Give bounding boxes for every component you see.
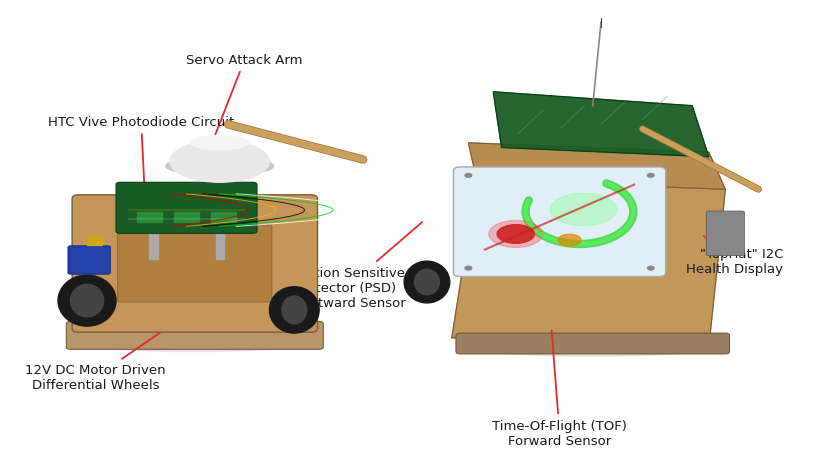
Bar — [174, 213, 199, 222]
FancyBboxPatch shape — [455, 333, 729, 354]
Ellipse shape — [468, 338, 716, 357]
Ellipse shape — [465, 174, 471, 178]
Ellipse shape — [647, 174, 653, 178]
Bar — [137, 213, 161, 222]
Ellipse shape — [70, 285, 104, 317]
Text: Time-Of-Flight (TOF)
Forward Sensor: Time-Of-Flight (TOF) Forward Sensor — [492, 331, 626, 447]
Ellipse shape — [269, 287, 319, 333]
Bar — [87, 237, 102, 245]
Polygon shape — [112, 269, 294, 324]
FancyBboxPatch shape — [116, 183, 257, 234]
Ellipse shape — [497, 225, 534, 244]
FancyBboxPatch shape — [118, 225, 272, 302]
Bar — [215, 194, 224, 259]
FancyBboxPatch shape — [68, 246, 110, 275]
Ellipse shape — [465, 267, 471, 270]
Ellipse shape — [403, 262, 449, 303]
Polygon shape — [451, 181, 724, 347]
Bar — [149, 194, 157, 259]
Ellipse shape — [647, 267, 653, 270]
Ellipse shape — [170, 141, 269, 183]
Ellipse shape — [489, 221, 542, 248]
Ellipse shape — [282, 296, 306, 324]
Polygon shape — [493, 93, 708, 157]
FancyBboxPatch shape — [705, 212, 744, 256]
Ellipse shape — [79, 333, 310, 352]
Ellipse shape — [550, 194, 616, 226]
Ellipse shape — [414, 269, 439, 295]
Ellipse shape — [190, 137, 248, 150]
Text: Position Sensitive
Detector (PSD)
Rightward Sensor: Position Sensitive Detector (PSD) Rightw… — [287, 223, 421, 309]
FancyBboxPatch shape — [453, 168, 665, 277]
Ellipse shape — [557, 235, 580, 246]
Ellipse shape — [166, 157, 273, 176]
FancyBboxPatch shape — [72, 195, 317, 332]
Text: HTC Vive Photodiode Circuit: HTC Vive Photodiode Circuit — [48, 116, 234, 197]
FancyBboxPatch shape — [66, 322, 323, 350]
Polygon shape — [468, 144, 724, 190]
Bar — [211, 213, 236, 222]
Ellipse shape — [58, 275, 116, 326]
Text: Servo Attack Arm: Servo Attack Arm — [186, 54, 302, 135]
Text: "TopHat" I2C
Health Display: "TopHat" I2C Health Display — [686, 237, 782, 275]
Text: 12V DC Motor Driven
Differential Wheels: 12V DC Motor Driven Differential Wheels — [25, 306, 200, 391]
